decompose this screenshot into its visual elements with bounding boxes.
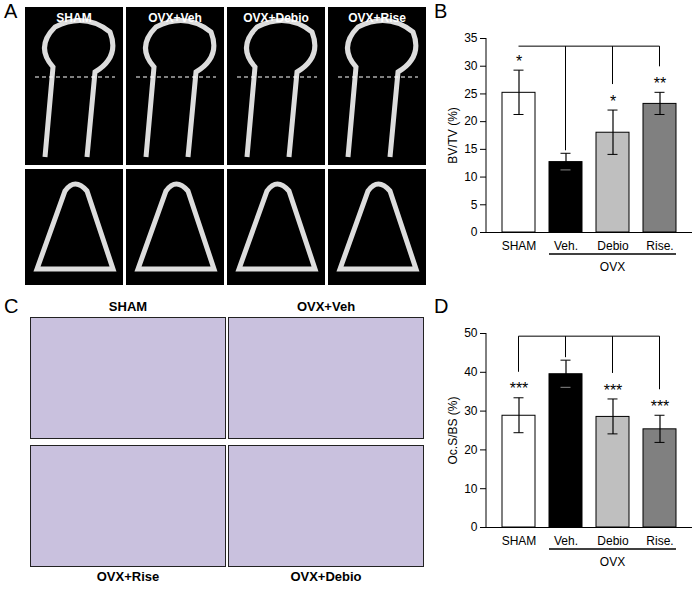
svg-text:***: *** xyxy=(604,382,623,399)
svg-text:**: ** xyxy=(654,75,666,92)
svg-text:*: * xyxy=(516,53,522,70)
svg-text:15: 15 xyxy=(464,142,478,156)
html-text:OVX+Debio: OVX+Debio xyxy=(243,11,309,25)
svg-text:10: 10 xyxy=(464,170,478,184)
html-text:OVX+Rise: OVX+Rise xyxy=(348,11,406,25)
svg-text:5: 5 xyxy=(471,198,478,212)
svg-text:*: * xyxy=(610,93,616,110)
svg-text:30: 30 xyxy=(464,404,478,418)
html-text:OVX+Veh: OVX+Veh xyxy=(148,11,202,25)
svg-text:50: 50 xyxy=(464,326,478,340)
svg-text:30: 30 xyxy=(464,59,478,73)
html-text:A: A xyxy=(4,0,18,22)
svg-text:Rise.: Rise. xyxy=(646,534,673,548)
svg-text:***: *** xyxy=(651,398,670,415)
svg-text:SHAM: SHAM xyxy=(502,534,537,548)
svg-text:OVX: OVX xyxy=(600,555,625,569)
html-text:SHAM: SHAM xyxy=(56,11,92,25)
svg-text:25: 25 xyxy=(464,87,478,101)
svg-text:10: 10 xyxy=(464,482,478,496)
html-text:OVX+Rise: OVX+Rise xyxy=(96,569,160,584)
svg-text:Debio: Debio xyxy=(597,239,629,253)
html-text:D: D xyxy=(434,295,449,317)
svg-text:Oc.S/BS (%): Oc.S/BS (%) xyxy=(446,396,460,464)
svg-text:20: 20 xyxy=(464,114,478,128)
svg-text:Veh.: Veh. xyxy=(554,534,578,548)
svg-text:40: 40 xyxy=(464,365,478,379)
html-text:SHAM: SHAM xyxy=(108,299,148,314)
svg-text:Debio: Debio xyxy=(597,534,629,548)
html-text:OVX+Debio: OVX+Debio xyxy=(290,569,362,584)
svg-text:20: 20 xyxy=(464,443,478,457)
html-text:OVX+Veh: OVX+Veh xyxy=(296,299,356,314)
html-text:C: C xyxy=(4,295,19,317)
svg-text:0: 0 xyxy=(471,225,478,239)
svg-text:Rise.: Rise. xyxy=(646,239,673,253)
svg-text:BV/TV (%): BV/TV (%) xyxy=(446,107,460,164)
svg-text:OVX: OVX xyxy=(600,260,625,274)
svg-text:Veh.: Veh. xyxy=(554,239,578,253)
svg-text:***: *** xyxy=(510,380,529,397)
svg-text:SHAM: SHAM xyxy=(502,239,537,253)
html-text:B: B xyxy=(434,0,448,22)
svg-text:35: 35 xyxy=(464,31,478,45)
svg-text:0: 0 xyxy=(471,520,478,534)
